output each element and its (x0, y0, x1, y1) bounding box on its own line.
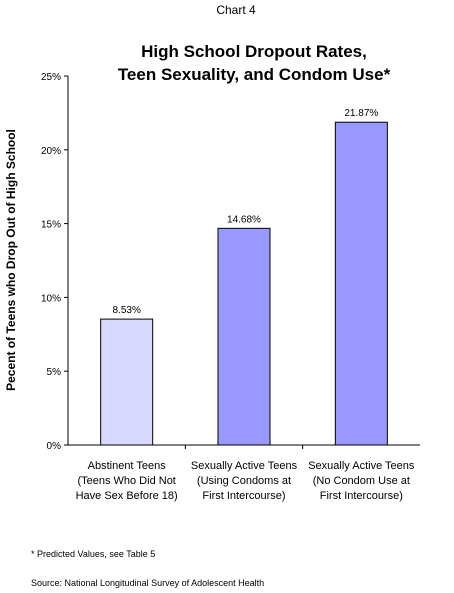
category-label: Sexually Active Teens (191, 460, 298, 472)
y-tick-label: 15% (41, 220, 61, 231)
category-label: (No Condom Use at (313, 475, 410, 487)
chart-title-line-2: Teen Sexuality, and Condom Use* (118, 65, 391, 84)
category-label: First Intercourse) (320, 490, 403, 502)
category-label: Have Sex Before 18) (76, 490, 178, 502)
y-tick-label: 20% (41, 146, 61, 157)
y-tick-label: 25% (41, 72, 61, 83)
category-label: Sexually Active Teens (308, 460, 415, 472)
category-label: (Teens Who Did Not (77, 475, 175, 487)
chart-title-line-1: High School Dropout Rates, (141, 42, 367, 61)
category-labels: Abstinent Teens (Teens Who Did Not Have Se… (76, 460, 415, 502)
y-tick-label: 0% (47, 441, 62, 452)
bar-value-label: 14.68% (227, 214, 261, 225)
bar (100, 318, 154, 446)
value-labels: 8.53% 14.68% 21.87% (112, 108, 378, 316)
y-axis-label: Pecent of Teens who Drop Out of High Sch… (4, 129, 18, 391)
y-axis-ticks: 0% 5% 10% 15% 20% 25% (41, 72, 304, 452)
chart-header: Chart 4 (216, 3, 256, 17)
category-label: Abstinent Teens (88, 460, 167, 472)
bars (100, 121, 388, 446)
category-label: First Intercourse) (202, 490, 285, 502)
bar-value-label: 8.53% (112, 305, 140, 316)
bar (334, 121, 388, 446)
footnote: * Predicted Values, see Table 5 (31, 549, 155, 559)
y-tick-label: 5% (47, 367, 62, 378)
y-tick-label: 10% (41, 293, 61, 304)
bar-value-label: 21.87% (344, 108, 378, 119)
source-note: Source: National Longitudinal Survey of … (31, 578, 264, 588)
category-label: (Using Condoms at (197, 475, 291, 487)
bar (217, 227, 271, 446)
